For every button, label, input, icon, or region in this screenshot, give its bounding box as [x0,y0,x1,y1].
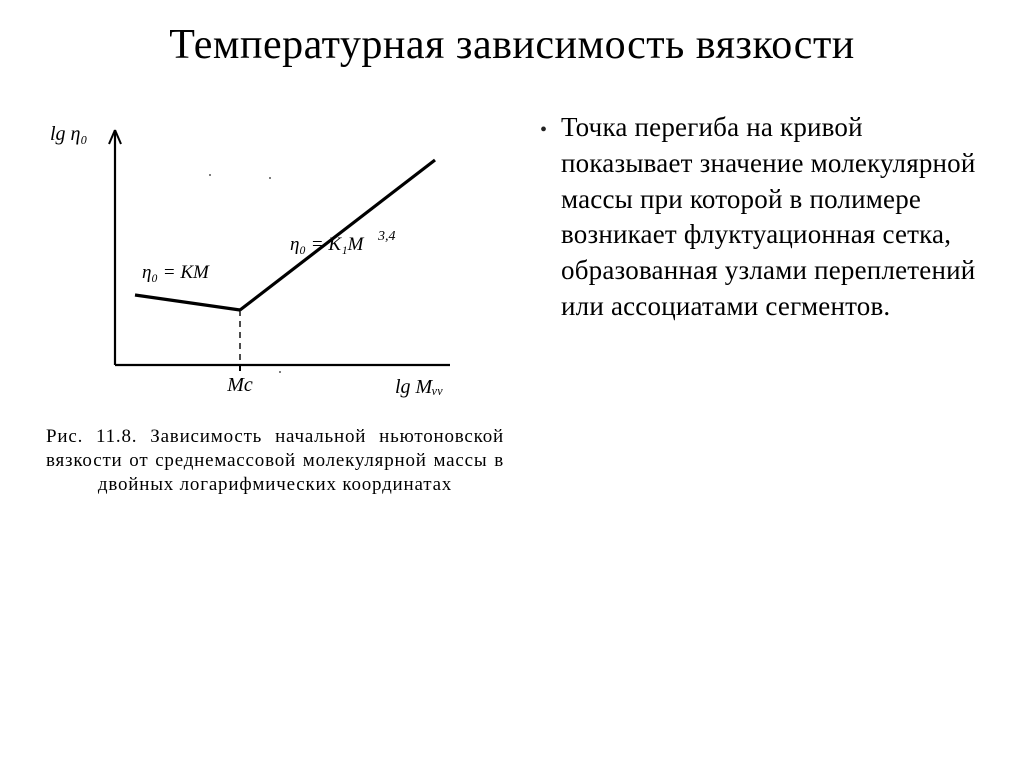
figure-caption: Рис. 11.8. Зависимость начальной ньютоно… [40,425,510,496]
right-column: • Точка перегиба на кривой показывает зн… [530,100,984,496]
left-column: lg η₀ lg Mᵥᵥ Mс η₀ = KM η₀ = K₁M 3,4 Рис. 11.… [40,100,510,496]
svg-text:η₀ = K₁M: η₀ = K₁M [290,234,365,255]
bullet-icon: • [540,120,547,140]
slide-title: Температурная зависимость вязкости [40,20,984,70]
svg-text:η₀ = KM: η₀ = KM [142,262,210,283]
svg-text:Mс: Mс [226,374,253,396]
svg-text:3,4: 3,4 [377,229,396,244]
svg-text:lg η₀: lg η₀ [50,123,87,145]
bullet-item: • Точка перегиба на кривой показывает зн… [540,110,984,324]
svg-text:lg Mᵥᵥ: lg Mᵥᵥ [395,376,443,398]
body-text: Точка перегиба на кривой показывает знач… [561,110,984,324]
viscosity-chart: lg η₀ lg Mᵥᵥ Mс η₀ = KM η₀ = K₁M 3,4 [40,100,470,410]
chart-svg: lg η₀ lg Mᵥᵥ Mс η₀ = KM η₀ = K₁M 3,4 [40,100,470,410]
content-row: lg η₀ lg Mᵥᵥ Mс η₀ = KM η₀ = K₁M 3,4 Рис. 11.… [40,100,984,496]
